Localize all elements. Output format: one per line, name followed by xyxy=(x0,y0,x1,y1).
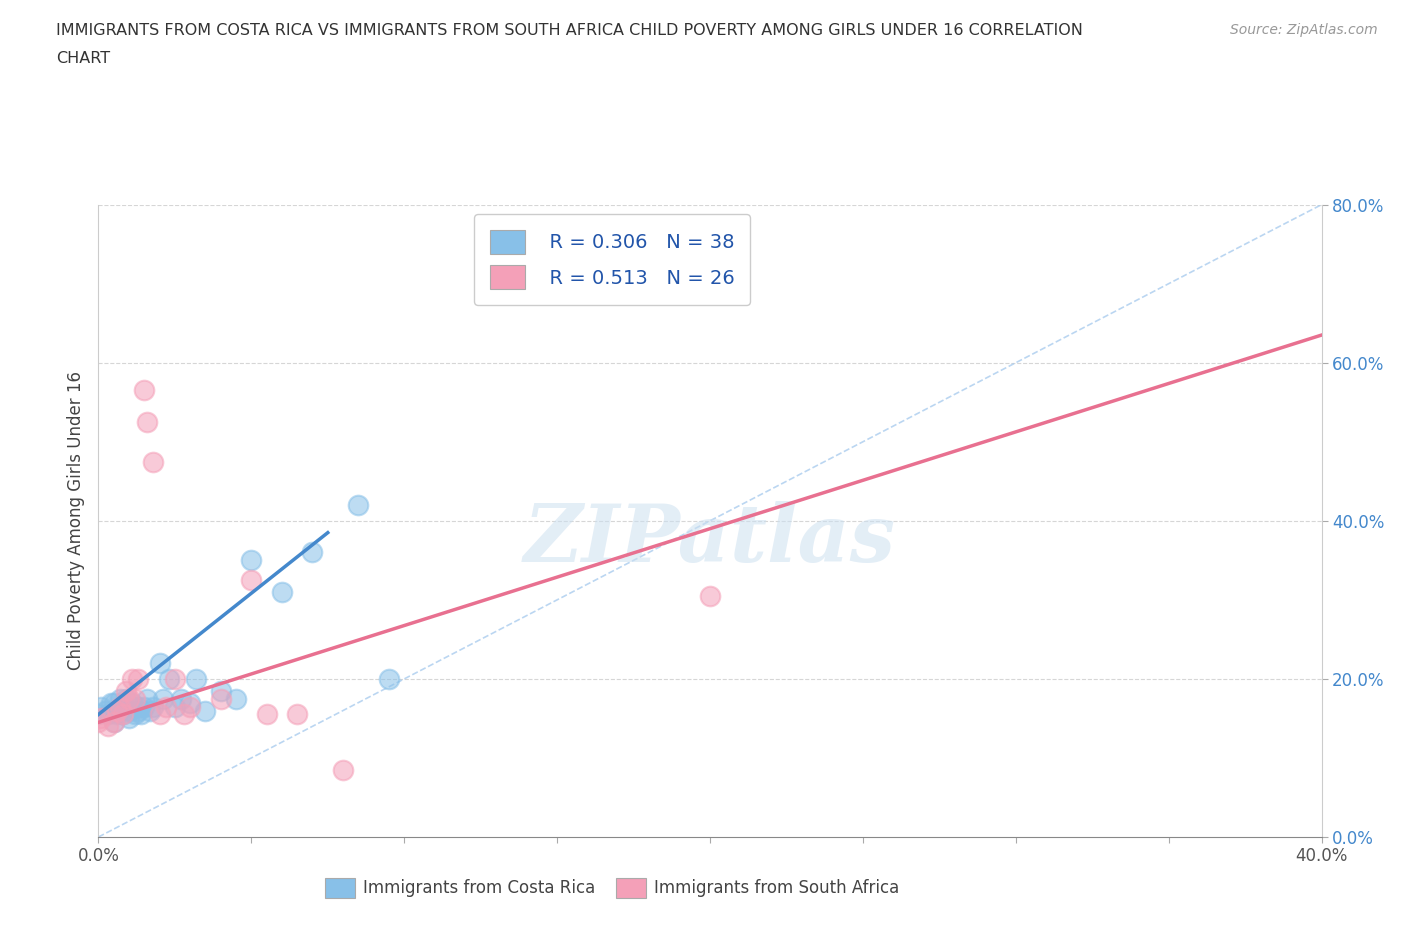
Point xyxy=(100,696,122,711)
Point xyxy=(87,715,110,730)
Point xyxy=(155,699,177,714)
Point xyxy=(103,696,125,711)
Point xyxy=(127,671,149,686)
Text: Source: ZipAtlas.com: Source: ZipAtlas.com xyxy=(1230,23,1378,37)
Point xyxy=(163,671,186,686)
Point xyxy=(90,711,112,725)
Point xyxy=(194,703,217,718)
Point xyxy=(115,691,138,706)
Point xyxy=(103,715,125,730)
Point xyxy=(97,719,120,734)
Point xyxy=(332,763,354,777)
Point xyxy=(209,691,232,706)
Point xyxy=(152,691,174,706)
Point xyxy=(285,707,308,722)
Point xyxy=(179,696,201,711)
Y-axis label: Child Poverty Among Girls Under 16: Child Poverty Among Girls Under 16 xyxy=(66,371,84,671)
Legend: Immigrants from Costa Rica, Immigrants from South Africa: Immigrants from Costa Rica, Immigrants f… xyxy=(318,870,905,905)
Point xyxy=(142,699,165,714)
Point xyxy=(127,699,149,714)
Point xyxy=(111,699,134,714)
Point xyxy=(136,691,159,706)
Point xyxy=(378,671,401,686)
Point xyxy=(121,696,143,711)
Point xyxy=(301,545,323,560)
Point xyxy=(134,699,156,714)
Point xyxy=(97,707,120,722)
Point xyxy=(142,454,165,469)
Point xyxy=(179,699,201,714)
Point xyxy=(240,552,263,567)
Point xyxy=(270,585,292,600)
Point xyxy=(129,707,152,722)
Point xyxy=(170,691,193,706)
Point xyxy=(225,691,247,706)
Text: CHART: CHART xyxy=(56,51,110,66)
Point xyxy=(240,573,263,588)
Point xyxy=(209,684,232,698)
Point xyxy=(256,707,278,722)
Point xyxy=(136,415,159,430)
Point xyxy=(93,703,115,718)
Text: IMMIGRANTS FROM COSTA RICA VS IMMIGRANTS FROM SOUTH AFRICA CHILD POVERTY AMONG G: IMMIGRANTS FROM COSTA RICA VS IMMIGRANTS… xyxy=(56,23,1083,38)
Point xyxy=(347,498,370,512)
Point xyxy=(699,589,721,604)
Point xyxy=(134,383,156,398)
Point xyxy=(124,707,146,722)
Point xyxy=(139,703,162,718)
Point xyxy=(163,699,186,714)
Point xyxy=(108,691,131,706)
Point xyxy=(90,699,112,714)
Point xyxy=(124,691,146,706)
Point xyxy=(157,671,180,686)
Point xyxy=(103,715,125,730)
Point xyxy=(127,703,149,718)
Point xyxy=(105,703,128,718)
Point xyxy=(105,707,128,722)
Point xyxy=(121,671,143,686)
Point xyxy=(111,707,134,722)
Point xyxy=(118,703,141,718)
Point xyxy=(118,691,141,706)
Point xyxy=(111,707,134,722)
Point xyxy=(118,711,141,725)
Point xyxy=(108,699,131,714)
Point xyxy=(149,707,172,722)
Text: ZIPatlas: ZIPatlas xyxy=(524,501,896,578)
Point xyxy=(173,707,195,722)
Point xyxy=(149,656,172,671)
Point xyxy=(186,671,208,686)
Point xyxy=(87,707,110,722)
Point xyxy=(115,684,138,698)
